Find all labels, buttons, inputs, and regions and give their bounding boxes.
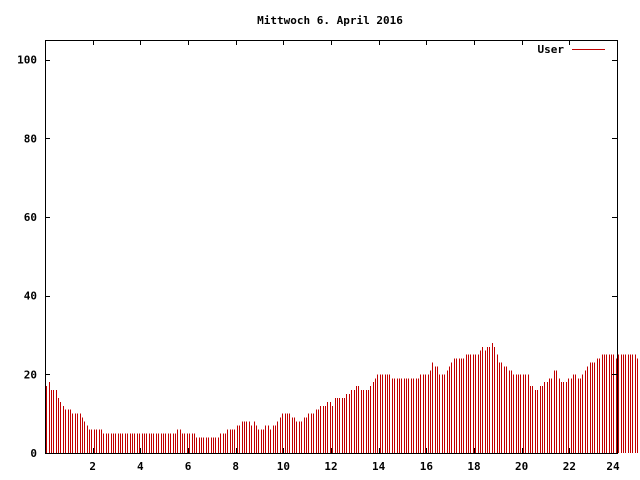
y-tick-label: 60 bbox=[24, 211, 37, 224]
x-tick-label: 4 bbox=[137, 460, 144, 473]
x-tick-label: 16 bbox=[420, 460, 434, 473]
x-tick-label: 6 bbox=[185, 460, 192, 473]
y-tick-label: 80 bbox=[24, 132, 37, 145]
x-tick-label: 12 bbox=[324, 460, 337, 473]
bar-series bbox=[46, 342, 638, 453]
x-tick-label: 14 bbox=[372, 460, 386, 473]
y-tick-label: 40 bbox=[24, 290, 37, 303]
x-tick-label: 2 bbox=[89, 460, 96, 473]
x-tick-label: 10 bbox=[277, 460, 290, 473]
legend-label: User bbox=[538, 43, 565, 56]
plot-frame bbox=[45, 40, 618, 454]
x-tick-label: 24 bbox=[606, 460, 620, 473]
y-tick-label: 0 bbox=[30, 447, 37, 460]
x-tick-label: 8 bbox=[232, 460, 239, 473]
chart-title: Mittwoch 6. April 2016 bbox=[257, 14, 403, 27]
x-tick-label: 20 bbox=[515, 460, 528, 473]
legend: User bbox=[538, 43, 605, 56]
y-tick-label: 100 bbox=[17, 54, 37, 67]
y-tick-label: 20 bbox=[24, 368, 37, 381]
x-tick-label: 22 bbox=[563, 460, 576, 473]
x-tick-label: 18 bbox=[467, 460, 480, 473]
